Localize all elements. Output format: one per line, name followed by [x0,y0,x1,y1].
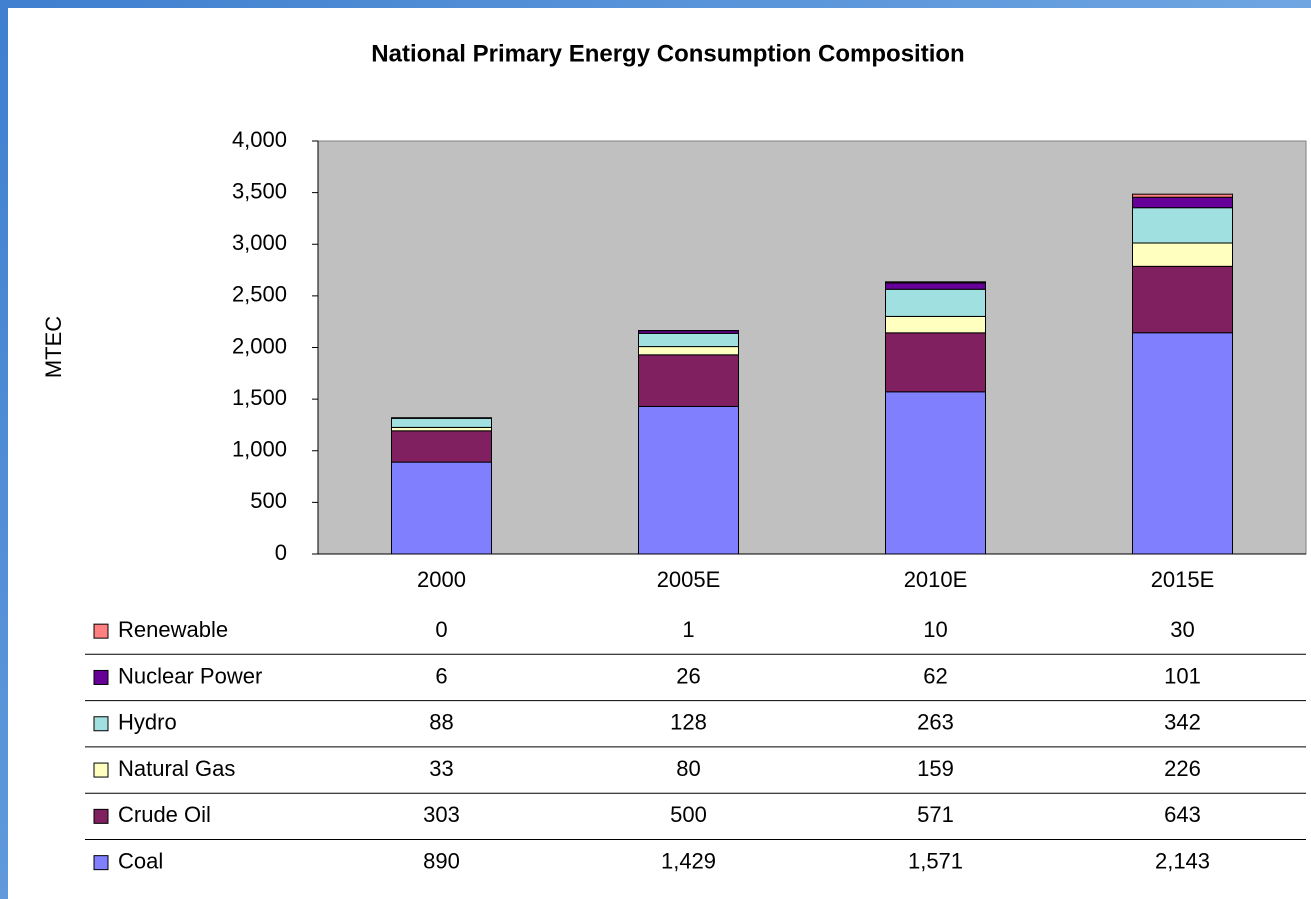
table-value: 128 [670,710,707,735]
table-value: 1,429 [661,848,716,873]
legend-label: Natural Gas [118,756,235,781]
table-value: 1,571 [908,848,963,873]
bar-segment [1132,332,1233,555]
chart-title: National Primary Energy Consumption Comp… [371,40,964,67]
bar-segment [885,332,986,393]
table-value: 88 [429,710,453,735]
table-value: 342 [1164,710,1201,735]
legend-swatch [93,762,109,778]
y-tick-label: 1,000 [232,437,287,462]
legend-label: Coal [118,848,163,873]
bar-segment [1132,207,1233,244]
legend-label: Renewable [118,617,228,642]
table-value: 2,143 [1155,848,1210,873]
table-value: 33 [429,756,453,781]
y-tick-label: 4,000 [232,127,287,152]
table-value: 101 [1164,663,1201,688]
x-tick-label: 2000 [417,567,466,592]
x-tick-label: 2005E [657,567,721,592]
legend-label: Nuclear Power [118,663,262,688]
table-value: 10 [923,617,947,642]
bar-segment [885,282,986,290]
table-value: 303 [423,802,460,827]
legend-swatch [93,808,109,824]
bar-segment [885,281,986,284]
table-value: 890 [423,848,460,873]
y-tick-label: 1,500 [232,385,287,410]
table-value: 62 [923,663,947,688]
y-tick-label: 500 [250,488,287,513]
bar-segment [1132,265,1233,334]
legend-swatch [93,855,109,871]
legend-label: Crude Oil [118,802,211,827]
table-value: 159 [917,756,954,781]
bar-segment [391,430,492,463]
bar-segment [638,405,739,555]
table-value: 6 [435,663,447,688]
y-tick-label: 3,500 [232,178,287,203]
legend-label: Hydro [118,710,177,735]
bar-segment [638,332,739,348]
y-tick-label: 3,000 [232,230,287,255]
x-tick-label: 2015E [1151,567,1215,592]
table-value: 80 [676,756,700,781]
table-value: 1 [682,617,694,642]
table-value: 226 [1164,756,1201,781]
table-value: 26 [676,663,700,688]
table-value: 571 [917,802,954,827]
bar-segment [391,461,492,555]
bar-segment [885,391,986,555]
bar-segment [1132,193,1233,198]
y-tick-label: 2,500 [232,282,287,307]
bar-segment [885,315,986,334]
x-tick-label: 2010E [904,567,968,592]
legend-swatch [93,669,109,685]
y-tick-label: 2,000 [232,333,287,358]
bar-segment [638,354,739,407]
bar-segment [1132,242,1233,267]
table-value: 0 [435,617,447,642]
legend-swatch [93,623,109,639]
y-axis-label: MTEC [41,316,66,378]
bar-segment [638,346,739,356]
table-value: 500 [670,802,707,827]
bar-segment [391,417,492,428]
legend-swatch [93,716,109,732]
table-value: 30 [1170,617,1194,642]
bar-segment [885,288,986,317]
bar-segment [391,417,492,419]
bar-segment [1132,196,1233,209]
table-value: 263 [917,710,954,735]
bar-segment [391,426,492,432]
table-value: 643 [1164,802,1201,827]
y-tick-label: 0 [275,540,287,565]
